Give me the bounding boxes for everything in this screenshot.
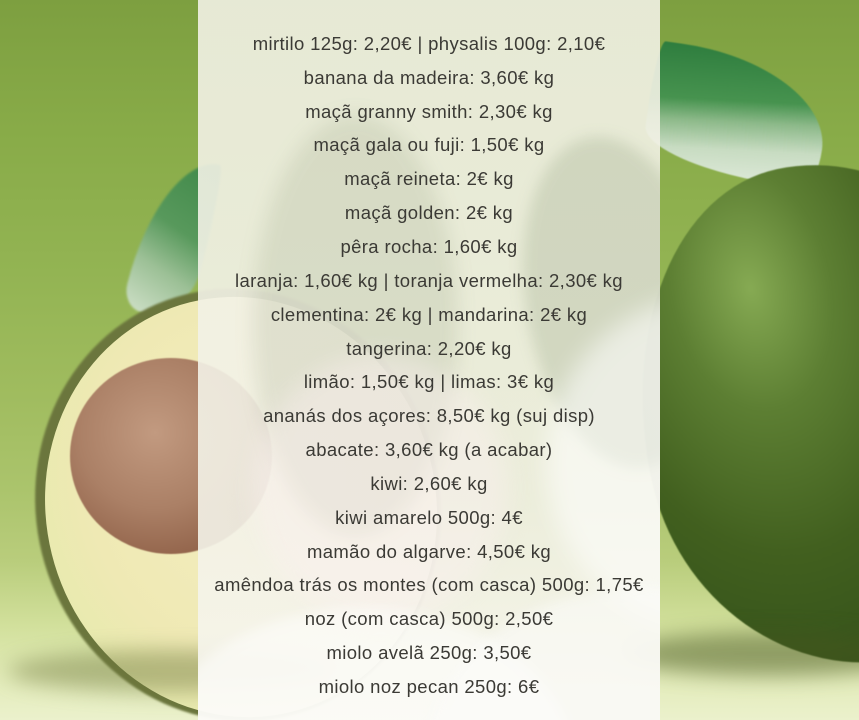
price-list-item: miolo avelã 250g: 3,50€ xyxy=(326,642,532,664)
price-list-item: mamão do algarve: 4,50€ kg xyxy=(306,540,552,562)
price-list-item: clementina: 2€ kg | mandarina: 2€ kg xyxy=(270,303,588,325)
price-list-item: abacate: 3,60€ kg (a acabar) xyxy=(305,439,553,461)
ghost-avocado-left xyxy=(253,115,458,535)
price-list-item: kiwi amarelo 500g: 4€ xyxy=(335,506,523,528)
price-list-item: maçã gala ou fuji: 1,50€ kg xyxy=(313,134,545,156)
price-list-item: kiwi: 2,60€ kg xyxy=(370,472,488,494)
price-list-item: banana da madeira: 3,60€ kg xyxy=(303,66,555,88)
price-panel: mirtilo 125g: 2,20€ | physalis 100g: 2,1… xyxy=(198,0,660,720)
price-list-item: maçã granny smith: 2,30€ kg xyxy=(305,100,553,122)
ghost-fruit-pink xyxy=(253,355,508,620)
price-list-item: limão: 1,50€ kg | limas: 3€ kg xyxy=(303,371,555,393)
price-list-item: maçã reineta: 2€ kg xyxy=(344,168,514,190)
price-list-item: mirtilo 125g: 2,20€ | physalis 100g: 2,1… xyxy=(252,32,606,54)
price-list-item: laranja: 1,60€ kg | toranja vermelha: 2,… xyxy=(235,269,623,291)
price-list-item: miolo noz pecan 250g: 6€ xyxy=(318,675,540,697)
price-list-item: ananás dos açores: 8,50€ kg (suj disp) xyxy=(263,405,595,427)
price-list: mirtilo 125g: 2,20€ | physalis 100g: 2,1… xyxy=(198,0,660,720)
price-list-item: amêndoa trás os montes (com casca) 500g:… xyxy=(214,574,644,596)
price-list-item: pêra rocha: 1,60€ kg xyxy=(340,235,518,257)
price-list-item: noz (com casca) 500g: 2,50€ xyxy=(304,608,554,630)
price-list-item: maçã golden: 2€ kg xyxy=(344,202,514,224)
price-list-item: tangerina: 2,20€ kg xyxy=(346,337,512,359)
